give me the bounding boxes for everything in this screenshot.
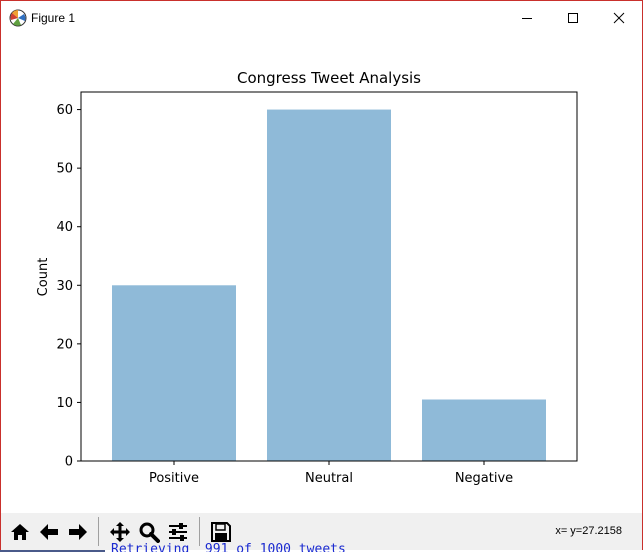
y-tick-label: 40 — [56, 220, 73, 235]
save-icon — [210, 521, 231, 542]
axes-frame — [80, 91, 578, 462]
close-button[interactable] — [596, 1, 642, 35]
bar-negative — [422, 399, 546, 461]
chart-title: Congress Tweet Analysis — [237, 69, 421, 87]
home-icon — [10, 523, 29, 540]
minimize-button[interactable] — [504, 1, 550, 35]
y-tick-label: 10 — [56, 396, 73, 411]
y-tick-label: 20 — [56, 337, 73, 352]
zoom-button[interactable] — [135, 518, 162, 545]
y-tick-label: 60 — [56, 103, 73, 118]
back-button[interactable] — [35, 518, 62, 545]
configure-subplots-icon — [168, 522, 187, 541]
toolbar-separator — [199, 517, 200, 546]
zoom-icon — [139, 522, 160, 543]
x-tick-label-neutral: Neutral — [305, 471, 353, 486]
y-tick-label: 30 — [56, 279, 73, 294]
y-tick-label: 50 — [56, 162, 73, 177]
forward-button[interactable] — [64, 518, 91, 545]
console-output: Retrieving 991 of 1000 tweets — [111, 542, 346, 552]
pan-button[interactable] — [106, 518, 133, 545]
save-button[interactable] — [207, 518, 234, 545]
matplotlib-app-icon — [9, 9, 27, 27]
x-tick-label-positive: Positive — [149, 471, 199, 486]
back-arrow-icon — [39, 523, 58, 540]
console-sidebar — [0, 550, 105, 552]
bar-chart: Congress Tweet Analysis Count 0 10 20 30 40 5… — [36, 69, 578, 486]
window-title: Figure 1 — [31, 11, 76, 25]
home-button[interactable] — [6, 518, 33, 545]
background-console: Retrieving 991 of 1000 tweets — [0, 542, 643, 552]
title-bar[interactable]: Figure 1 — [1, 1, 642, 35]
minimize-icon — [522, 18, 532, 19]
navigation-toolbar: x= y=27.2158 — [1, 513, 642, 551]
bar-neutral — [267, 109, 391, 462]
bar-positive — [112, 285, 236, 461]
cursor-coordinates: x= y=27.2158 — [555, 525, 622, 537]
maximize-button[interactable] — [550, 1, 596, 35]
configure-subplots-button[interactable] — [164, 518, 191, 545]
close-icon — [613, 12, 625, 24]
forward-arrow-icon — [68, 523, 87, 540]
maximize-icon — [568, 13, 578, 23]
figure-canvas[interactable]: Congress Tweet Analysis Count 0 10 20 30 40 5… — [1, 35, 642, 513]
pan-icon — [109, 521, 130, 542]
x-tick-label-negative: Negative — [455, 471, 513, 486]
toolbar-separator — [98, 517, 99, 546]
y-tick-label: 0 — [65, 455, 73, 470]
y-axis-label: Count — [36, 258, 51, 297]
